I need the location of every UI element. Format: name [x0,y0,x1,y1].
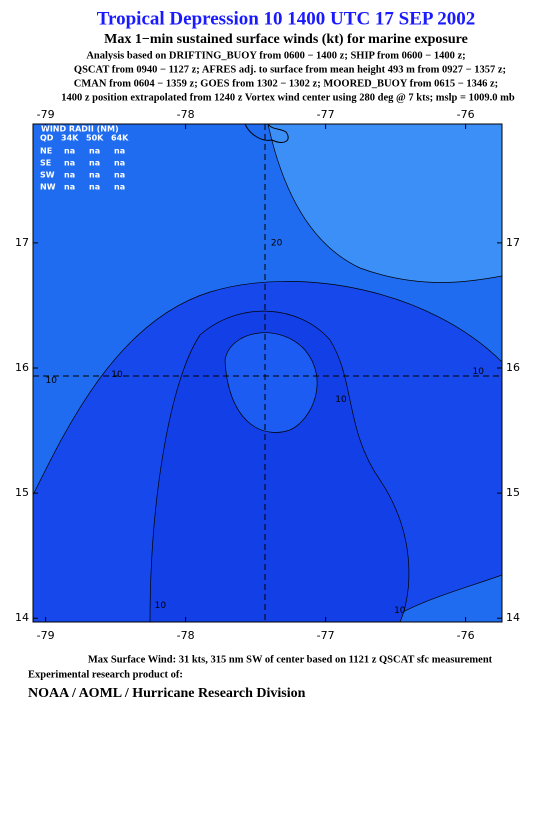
contour-label: 10 [45,376,57,386]
radii-header: QD [40,134,54,143]
x-tick-label: -78 [177,629,195,642]
radii-cell: SE [40,159,51,168]
y-tick-label: 16 [506,361,520,374]
analysis-line: 1400 z position extrapolated from 1240 z… [61,92,515,103]
radii-cell: na [114,147,125,156]
radii-cell: na [89,147,100,156]
y-tick-label: 14 [506,611,520,624]
contour-region [224,332,318,433]
footer-note: Experimental research product of: [28,669,183,680]
y-tick-label: 17 [506,236,520,249]
y-tick-label: 17 [15,236,29,249]
radii-cell: na [114,183,125,192]
contour-region [267,124,502,283]
y-tick-label: 15 [15,486,29,499]
subtitle: Max 1−min sustained surface winds (kt) f… [104,32,468,47]
radii-cell: na [89,183,100,192]
contour-label: 10 [111,370,123,380]
contour-label: 10 [472,367,484,377]
contour-label: 10 [394,606,406,616]
y-tick-label: 14 [15,611,29,624]
x-tick-label: -78 [177,108,195,121]
y-tick-label: 16 [15,361,29,374]
plot-frame [32,123,503,623]
footer-note: Max Surface Wind: 31 kts, 315 nm SW of c… [88,654,493,665]
map-area [33,124,502,622]
x-tick-label: -76 [457,629,475,642]
radii-cell: na [114,159,125,168]
x-tick-label: -79 [37,108,55,121]
contour-region [149,310,410,622]
x-tick-label: -77 [317,108,335,121]
radii-title: WIND RADII (NM) [41,125,119,134]
radii-header: 34K [61,134,79,143]
title: Tropical Depression 10 1400 UTC 17 SEP 2… [97,8,475,29]
x-tick-label: -77 [317,629,335,642]
radii-cell: NW [40,183,56,192]
radii-cell: na [64,159,75,168]
radii-cell: na [114,171,125,180]
y-tick-label: 15 [506,486,520,499]
analysis-line: Analysis based on DRIFTING_BUOY from 060… [86,50,465,61]
radii-header: 64K [111,134,129,143]
radii-cell: na [64,147,75,156]
radii-header: 50K [86,134,104,143]
contour-label: 10 [155,601,167,611]
coastline [244,124,289,143]
radii-cell: na [64,171,75,180]
radii-cell: na [89,171,100,180]
x-tick-label: -76 [457,108,475,121]
radii-cell: na [64,183,75,192]
radii-cell: na [89,159,100,168]
radii-cell: NE [40,147,52,156]
radii-cell: SW [40,171,55,180]
x-tick-label: -79 [37,629,55,642]
contour-label: 10 [335,395,347,405]
organization: NOAA / AOML / Hurricane Research Divisio… [28,686,306,701]
analysis-line: QSCAT from 0940 − 1127 z; AFRES adj. to … [74,64,506,75]
analysis-line: CMAN from 0604 − 1359 z; GOES from 1302 … [74,78,498,89]
contour-label: 20 [271,238,283,248]
